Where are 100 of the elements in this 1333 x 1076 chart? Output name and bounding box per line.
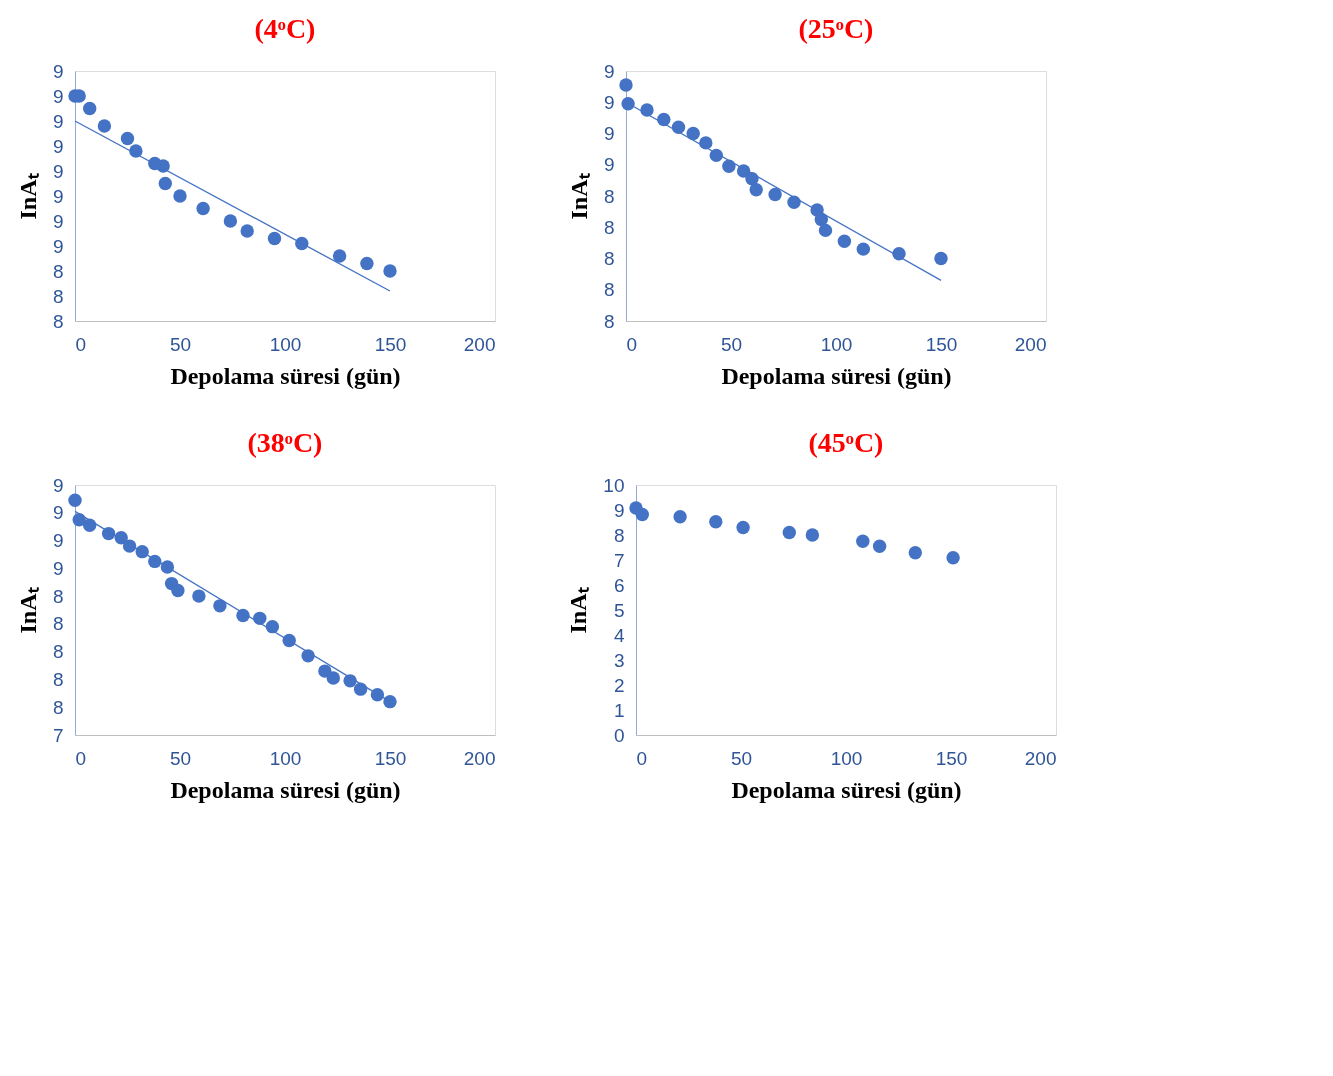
point [120, 131, 135, 146]
y-tick-label: 9 [603, 91, 615, 113]
y-axis-title: InAₜ [14, 173, 41, 220]
y-tick-label: 8 [52, 696, 64, 718]
y-tick-label: 8 [52, 260, 64, 282]
x-tick-label: 200 [463, 333, 496, 355]
y-tick-label: 5 [613, 599, 625, 621]
point [171, 583, 185, 598]
x-tick-label: 150 [374, 747, 407, 769]
y-tick-label: 1 [613, 699, 625, 721]
chart-title: (4ᵒC) [254, 13, 316, 44]
y-tick-label: 8 [52, 585, 64, 607]
point [267, 231, 282, 246]
y-tick-label: 9 [52, 160, 64, 182]
chart-title: (38ᵒC) [247, 427, 323, 458]
point [360, 256, 374, 271]
x-tick-label: 100 [269, 747, 302, 769]
y-tick-label: 9 [603, 154, 615, 176]
y-tick-label: 8 [613, 524, 625, 546]
x-tick-label: 50 [169, 333, 192, 355]
y-axis-title: InAₜ [565, 173, 592, 220]
point [196, 201, 210, 216]
y-tick-label: 9 [52, 110, 64, 132]
point [82, 101, 97, 116]
y-axis-title: InAₜ [565, 587, 592, 634]
point [213, 599, 227, 613]
y-tick-label: 9 [52, 135, 64, 157]
x-tick-label: 50 [730, 747, 753, 769]
point [240, 224, 254, 238]
point [223, 214, 238, 228]
y-tick-label: 8 [52, 285, 64, 307]
y-tick-label: 3 [613, 649, 625, 671]
x-axis-title: Depolama süresi (gün) [170, 362, 401, 389]
point [318, 664, 332, 678]
x-tick-label: 0 [75, 747, 87, 769]
point [383, 264, 397, 278]
y-tick-label: 9 [52, 185, 64, 207]
point [158, 176, 173, 191]
point [856, 242, 871, 256]
x-tick-label: 0 [75, 333, 87, 355]
y-tick-label: 9 [603, 60, 615, 82]
x-tick-label: 150 [925, 333, 958, 355]
point [326, 671, 341, 685]
y-tick-label: 8 [603, 279, 615, 301]
y-tick-label: 9 [52, 557, 64, 579]
y-tick-label: 2 [613, 674, 625, 696]
point [619, 78, 633, 92]
y-tick-label: 8 [603, 310, 615, 332]
y-tick-label: 9 [603, 123, 615, 144]
y-tick-label: 9 [52, 530, 64, 552]
y-tick-label: 9 [52, 502, 64, 524]
x-axis-title: Depolama süresi (gün) [721, 362, 952, 389]
x-tick-label: 50 [169, 747, 192, 769]
x-tick-label: 0 [636, 747, 648, 769]
point [934, 251, 948, 266]
x-tick-label: 200 [1024, 747, 1057, 769]
y-tick-label: 8 [52, 310, 64, 332]
y-tick-label: 7 [613, 549, 625, 571]
point [686, 126, 700, 141]
chart-title: (25ᵒC) [798, 13, 874, 44]
point [722, 159, 736, 174]
y-tick-label: 9 [52, 85, 64, 107]
y-tick-label: 0 [613, 724, 625, 746]
y-axis-title: InAₜ [14, 587, 41, 634]
y-tick-label: 7 [52, 724, 64, 746]
y-tick-label: 4 [613, 624, 625, 646]
point [383, 694, 397, 709]
point [768, 187, 782, 202]
x-tick-label: 150 [935, 747, 968, 769]
x-axis-title: Depolama süresi (gün) [731, 776, 962, 803]
y-tick-label: 9 [52, 60, 64, 82]
y-tick-label: 6 [613, 574, 625, 596]
y-tick-label: 9 [52, 235, 64, 257]
y-tick-label: 8 [603, 216, 615, 238]
point [97, 119, 112, 133]
y-tick-label: 10 [603, 474, 625, 496]
y-tick-label: 8 [603, 248, 615, 269]
point [192, 589, 206, 603]
x-tick-label: 200 [463, 747, 496, 769]
x-tick-label: 150 [374, 333, 407, 355]
point [837, 234, 852, 249]
y-tick-label: 9 [613, 499, 625, 521]
point [173, 189, 187, 203]
point [818, 223, 833, 238]
y-tick-label: 8 [52, 668, 64, 690]
x-tick-label: 100 [820, 333, 853, 355]
point [68, 493, 82, 507]
y-tick-label: 8 [603, 185, 615, 207]
y-tick-label: 8 [52, 641, 64, 663]
chart-title: (45ᵒC) [808, 427, 884, 458]
x-axis-title: Depolama süresi (gün) [170, 776, 401, 803]
x-tick-label: 100 [830, 747, 863, 769]
y-tick-label: 8 [52, 613, 64, 635]
y-tick-label: 9 [52, 210, 64, 232]
x-tick-label: 50 [720, 333, 743, 355]
x-tick-label: 100 [269, 333, 302, 355]
y-tick-label: 9 [52, 474, 64, 496]
x-tick-label: 200 [1014, 333, 1047, 355]
point [332, 249, 347, 263]
point [749, 183, 763, 197]
